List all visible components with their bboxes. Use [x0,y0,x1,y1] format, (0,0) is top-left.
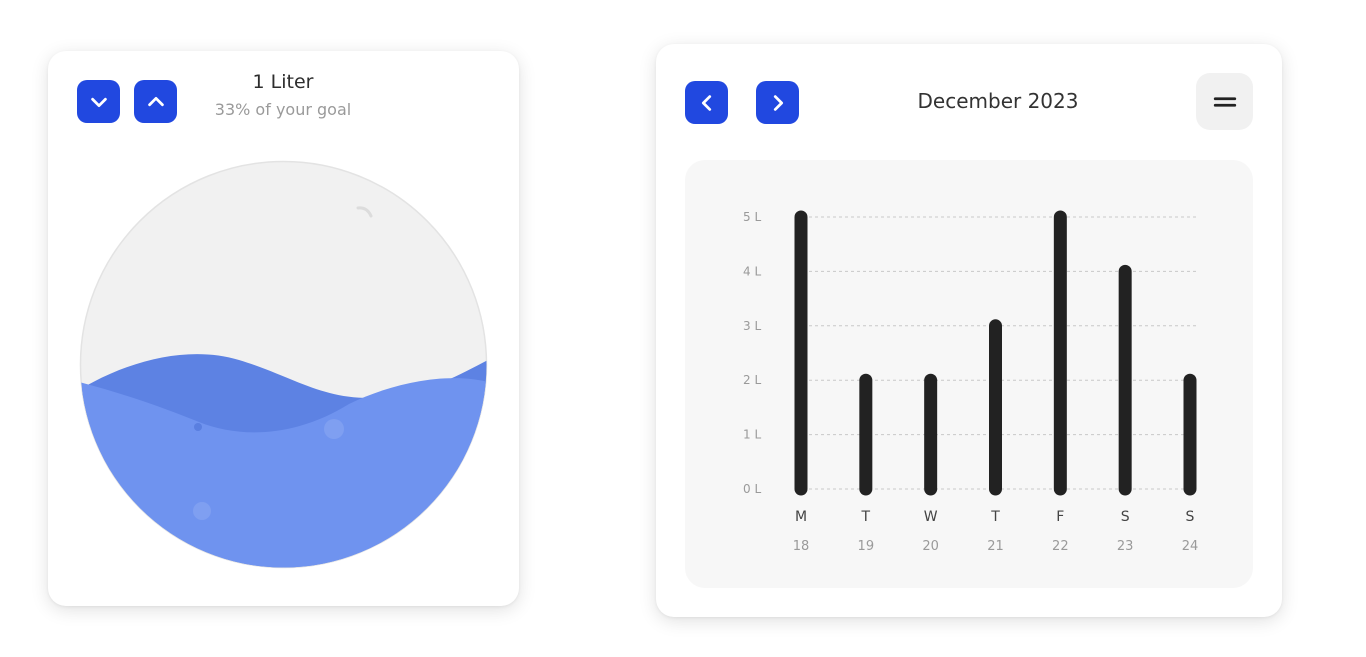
previous-week-button[interactable] [685,81,728,124]
y-tick-label: 0 L [743,482,761,496]
x-date-label: 19 [858,539,875,554]
weekly-stats-card: December 2023 0 L 1 L 2 L 3 L 4 L 5 L M 18 T 19 W 2… [656,44,1282,617]
goal-progress: 33% of your goal [214,100,352,119]
x-date-label: 22 [1052,539,1069,554]
glass-highlight [356,206,373,218]
x-date-label: 23 [1117,539,1134,554]
x-day-label: S [1121,509,1130,525]
water-bubble [324,419,344,439]
x-day-label: T [861,509,871,525]
next-week-button[interactable] [756,81,799,124]
y-tick-label: 5 L [743,210,761,224]
chevron-right-icon [773,94,783,111]
x-date-label: 20 [922,539,939,554]
water-bubble [194,423,202,431]
x-date-label: 24 [1182,539,1199,554]
menu-button[interactable] [1196,73,1253,130]
x-day-label: M [795,509,807,525]
menu-icon [1213,96,1236,107]
chevron-up-icon [147,96,164,106]
water-front-wave [80,378,487,568]
decrease-button[interactable] [77,80,120,123]
chevron-left-icon [701,94,711,111]
bar-chart: 0 L 1 L 2 L 3 L 4 L 5 L M 18 T 19 W 20 T 21 F 22 S 23 S 24 [743,210,1199,554]
x-date-label: 18 [793,539,810,554]
x-date-label: 21 [987,539,1004,554]
y-tick-label: 2 L [743,373,761,387]
chevron-down-icon [90,97,107,107]
x-day-label: W [924,509,938,525]
water-intake-card: 1 Liter 33% of your goal [48,51,519,606]
month-title: December 2023 [917,89,1079,113]
increase-button[interactable] [134,80,177,123]
water-glass [79,160,488,569]
water-amount: 1 Liter [252,71,314,93]
y-tick-label: 4 L [743,264,761,278]
x-day-label: T [990,509,1000,525]
chart-panel: 0 L 1 L 2 L 3 L 4 L 5 L M 18 T 19 W 20 T 21 F 22 S 23 S 24 [685,160,1253,588]
y-tick-label: 3 L [743,319,761,333]
water-bubble [193,502,211,520]
x-day-label: F [1056,509,1064,525]
y-tick-label: 1 L [743,428,761,442]
x-day-label: S [1186,509,1195,525]
